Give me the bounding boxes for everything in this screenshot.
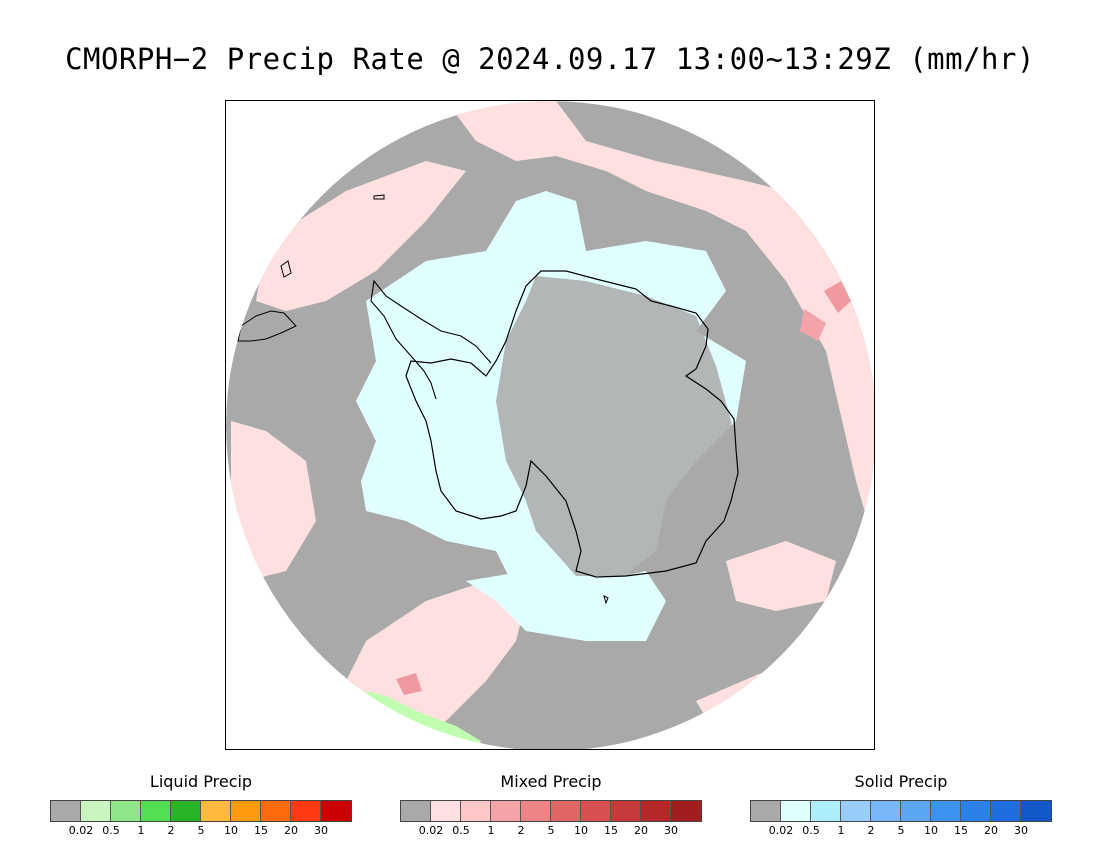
legend-swatch (841, 801, 871, 821)
legend-swatch (201, 801, 231, 821)
legend-swatch (51, 801, 81, 821)
legend-tick-label: 15 (254, 824, 268, 837)
legend-swatch (871, 801, 901, 821)
south-america-coastline (237, 310, 297, 342)
legend-tick-label: 5 (547, 824, 555, 837)
legend-swatch (581, 801, 611, 821)
legend-tick-label: 0.02 (768, 824, 794, 837)
legend-swatch (491, 801, 521, 821)
legend-ticks: 0.02 0.5 1 2 5 10 15 20 30 (400, 824, 702, 838)
legend-colorbar (750, 800, 1052, 822)
legend-swatch (111, 801, 141, 821)
legend-tick-label: 15 (954, 824, 968, 837)
legend-tick-label: 1 (487, 824, 495, 837)
precip-map (225, 100, 875, 750)
legend-title: Solid Precip (854, 772, 948, 791)
island-coastline (373, 194, 385, 200)
legend-tick-label: 5 (197, 824, 205, 837)
legend-swatch (291, 801, 321, 821)
legend-swatch (751, 801, 781, 821)
legend-title: Mixed Precip (500, 772, 602, 791)
legend-swatch (171, 801, 201, 821)
antarctica-coastline (405, 270, 739, 578)
island-coastline (603, 595, 609, 605)
solid-precip-region (391, 271, 476, 341)
legend-swatch (141, 801, 171, 821)
legend-swatch (641, 801, 671, 821)
legend-solid: Solid Precip 0.02 0.5 1 2 5 10 15 20 30 (750, 772, 1052, 842)
legend-swatch (521, 801, 551, 821)
legend-swatch (231, 801, 261, 821)
continent-interior (496, 276, 736, 576)
legend-ticks: 0.02 0.5 1 2 5 10 15 20 30 (750, 824, 1052, 838)
legend-colorbar (50, 800, 352, 822)
legend-colorbar (400, 800, 702, 822)
legend-tick-label: 30 (1014, 824, 1028, 837)
mixed-precip-region (446, 101, 874, 551)
legend-swatch (901, 801, 931, 821)
legend-tick-label: 10 (924, 824, 938, 837)
legend-tick-label: 0.02 (418, 824, 444, 837)
legend-tick-label: 10 (224, 824, 238, 837)
legend-tick-label: 0.5 (102, 824, 120, 837)
legend-swatch (261, 801, 291, 821)
legend-swatch (461, 801, 491, 821)
legend-tick-label: 0.5 (452, 824, 470, 837)
legend-tick-label: 30 (664, 824, 678, 837)
mixed-precip-region (256, 161, 466, 311)
legend-swatch (1021, 801, 1051, 821)
antarctic-peninsula-coastline (370, 279, 492, 400)
legend-swatch (931, 801, 961, 821)
legend-swatch (811, 801, 841, 821)
legend-liquid: Liquid Precip 0.02 0.5 1 2 5 10 15 20 30 (50, 772, 352, 842)
polar-map-svg (226, 101, 874, 749)
mixed-heavy-patch (800, 309, 826, 341)
legend-tick-label: 30 (314, 824, 328, 837)
legend-title: Liquid Precip (149, 772, 253, 791)
legend-tick-label: 5 (897, 824, 905, 837)
chart-title: CMORPH−2 Precip Rate @ 2024.09.17 13:00~… (65, 42, 1035, 76)
legend-tick-label: 2 (517, 824, 525, 837)
legend-tick-label: 2 (867, 824, 875, 837)
legend-swatch (671, 801, 701, 821)
mixed-precip-region (726, 541, 836, 611)
legend-swatch (991, 801, 1021, 821)
legend-mixed: Mixed Precip 0.02 0.5 1 2 5 10 15 20 30 (400, 772, 702, 842)
legend-tick-label: 20 (284, 824, 298, 837)
legend-tick-label: 0.02 (68, 824, 94, 837)
mixed-precip-region (231, 421, 316, 581)
island-coastline (280, 260, 292, 278)
legend-swatch (961, 801, 991, 821)
legend-tick-label: 0.5 (802, 824, 820, 837)
legend-tick-label: 10 (574, 824, 588, 837)
legend-swatch (81, 801, 111, 821)
legend-tick-label: 2 (167, 824, 175, 837)
legend-swatch (431, 801, 461, 821)
legend-tick-label: 1 (837, 824, 845, 837)
legend-swatch (551, 801, 581, 821)
legend-tick-label: 20 (984, 824, 998, 837)
legend-ticks: 0.02 0.5 1 2 5 10 15 20 30 (50, 824, 352, 838)
legend-swatch (401, 801, 431, 821)
legend-tick-label: 20 (634, 824, 648, 837)
solid-precip-region (466, 571, 666, 641)
legend-tick-label: 15 (604, 824, 618, 837)
legend-swatch (321, 801, 351, 821)
legend-swatch (781, 801, 811, 821)
legend-swatch (611, 801, 641, 821)
mixed-heavy-patch (396, 673, 422, 695)
legend-tick-label: 1 (137, 824, 145, 837)
mixed-heavy-patch (824, 281, 851, 313)
